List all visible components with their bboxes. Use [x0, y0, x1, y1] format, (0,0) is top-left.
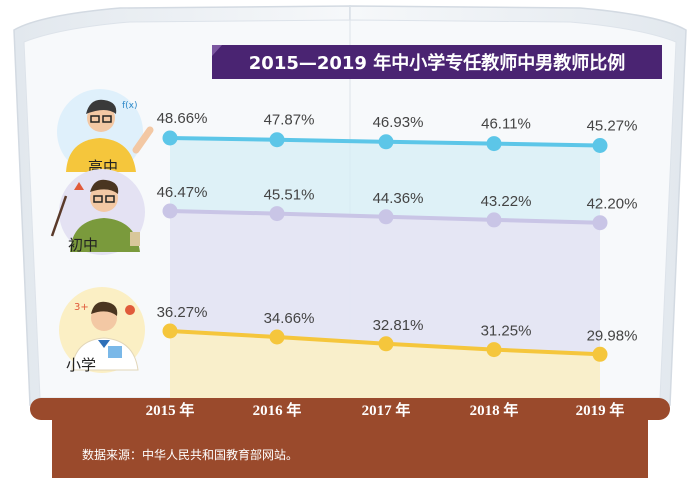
chart-title: 2015—2019 年中小学专任教师中男教师比例 — [249, 52, 625, 74]
data-point-primary-3 — [486, 342, 502, 358]
series-primary: 36.27% 34.66% 32.81% 31.25% 29.98% — [157, 304, 638, 362]
data-label-primary-3: 31.25% — [481, 323, 532, 340]
formula-icon: f(x) — [122, 101, 138, 111]
data-point-primary-0 — [162, 323, 178, 339]
level-badge-primary: 3+ 小学 — [59, 287, 145, 374]
data-point-high-1 — [269, 132, 285, 148]
data-label-high-1: 47.87% — [264, 112, 315, 129]
x-tick-label-1: 2016 年 — [253, 401, 302, 419]
data-label-high-2: 46.93% — [373, 114, 424, 131]
area-band-primary — [170, 331, 600, 398]
data-label-primary-4: 29.98% — [587, 327, 638, 344]
source-background — [52, 420, 648, 478]
data-point-high-3 — [486, 136, 502, 152]
level-label-middle: 初中 — [68, 236, 98, 254]
data-label-primary-2: 32.81% — [373, 317, 424, 334]
data-label-middle-0: 46.47% — [157, 184, 208, 201]
data-point-high-4 — [592, 138, 608, 153]
level-badge-high: f(x) 高中 — [57, 89, 154, 176]
series-high: 48.66% 47.87% 46.93% 46.11% 45.27% — [157, 110, 638, 153]
data-point-middle-4 — [592, 215, 608, 231]
data-point-high-0 — [162, 130, 178, 146]
series-layer: 48.66% 47.87% 46.93% 46.11% 45.27% 46.47% 45.5… — [157, 110, 638, 362]
teacher-illustration-icon — [70, 218, 140, 252]
x-tick-label-2: 2017 年 — [362, 401, 411, 419]
book-icon — [130, 232, 140, 246]
x-tick-label-0: 2015 年 — [146, 401, 195, 419]
level-label-primary: 小学 — [66, 356, 96, 374]
data-label-primary-1: 34.66% — [264, 310, 315, 327]
axis-bar — [30, 398, 670, 420]
teacher-face-icon — [90, 184, 118, 212]
data-label-high-4: 45.27% — [587, 118, 638, 135]
book-icon — [108, 346, 122, 358]
x-tick-label-3: 2018 年 — [470, 401, 519, 419]
area-bands — [170, 138, 600, 398]
title-banner: 2015—2019 年中小学专任教师中男教师比例 — [212, 45, 662, 79]
source-note: 数据来源：中华人民共和国教育部网站。 — [82, 447, 298, 462]
apple-icon — [125, 305, 135, 315]
data-point-primary-4 — [592, 346, 608, 362]
x-axis-base: 2015 年 2016 年 2017 年 2018 年 2019 年 — [30, 398, 670, 420]
data-label-middle-3: 43.22% — [481, 193, 532, 210]
x-tick-labels: 2015 年 2016 年 2017 年 2018 年 2019 年 — [146, 401, 625, 419]
x-tick-label-4: 2019 年 — [576, 401, 625, 419]
data-label-primary-0: 36.27% — [157, 304, 208, 321]
data-label-middle-2: 44.36% — [373, 190, 424, 207]
data-point-middle-2 — [378, 209, 394, 225]
data-label-high-0: 48.66% — [157, 110, 208, 127]
source-panel: 数据来源：中华人民共和国教育部网站。 — [52, 420, 648, 478]
triangle-icon — [74, 182, 84, 190]
data-label-middle-4: 42.20% — [587, 196, 638, 213]
data-label-high-3: 46.11% — [481, 116, 531, 133]
series-middle: 46.47% 45.51% 44.36% 43.22% 42.20% — [157, 184, 638, 231]
teacher-illustration-icon — [66, 138, 136, 172]
level-badge-middle: 初中 — [50, 169, 145, 255]
pointer-icon — [50, 195, 68, 237]
data-label-middle-1: 45.51% — [264, 187, 315, 204]
formula-icon: 3+ — [74, 302, 89, 313]
data-point-middle-1 — [269, 206, 285, 222]
data-point-primary-2 — [378, 336, 394, 352]
data-point-middle-0 — [162, 203, 178, 219]
data-point-primary-1 — [269, 329, 285, 345]
data-point-high-2 — [378, 134, 394, 150]
title-background — [212, 45, 662, 79]
data-point-middle-3 — [486, 212, 502, 228]
